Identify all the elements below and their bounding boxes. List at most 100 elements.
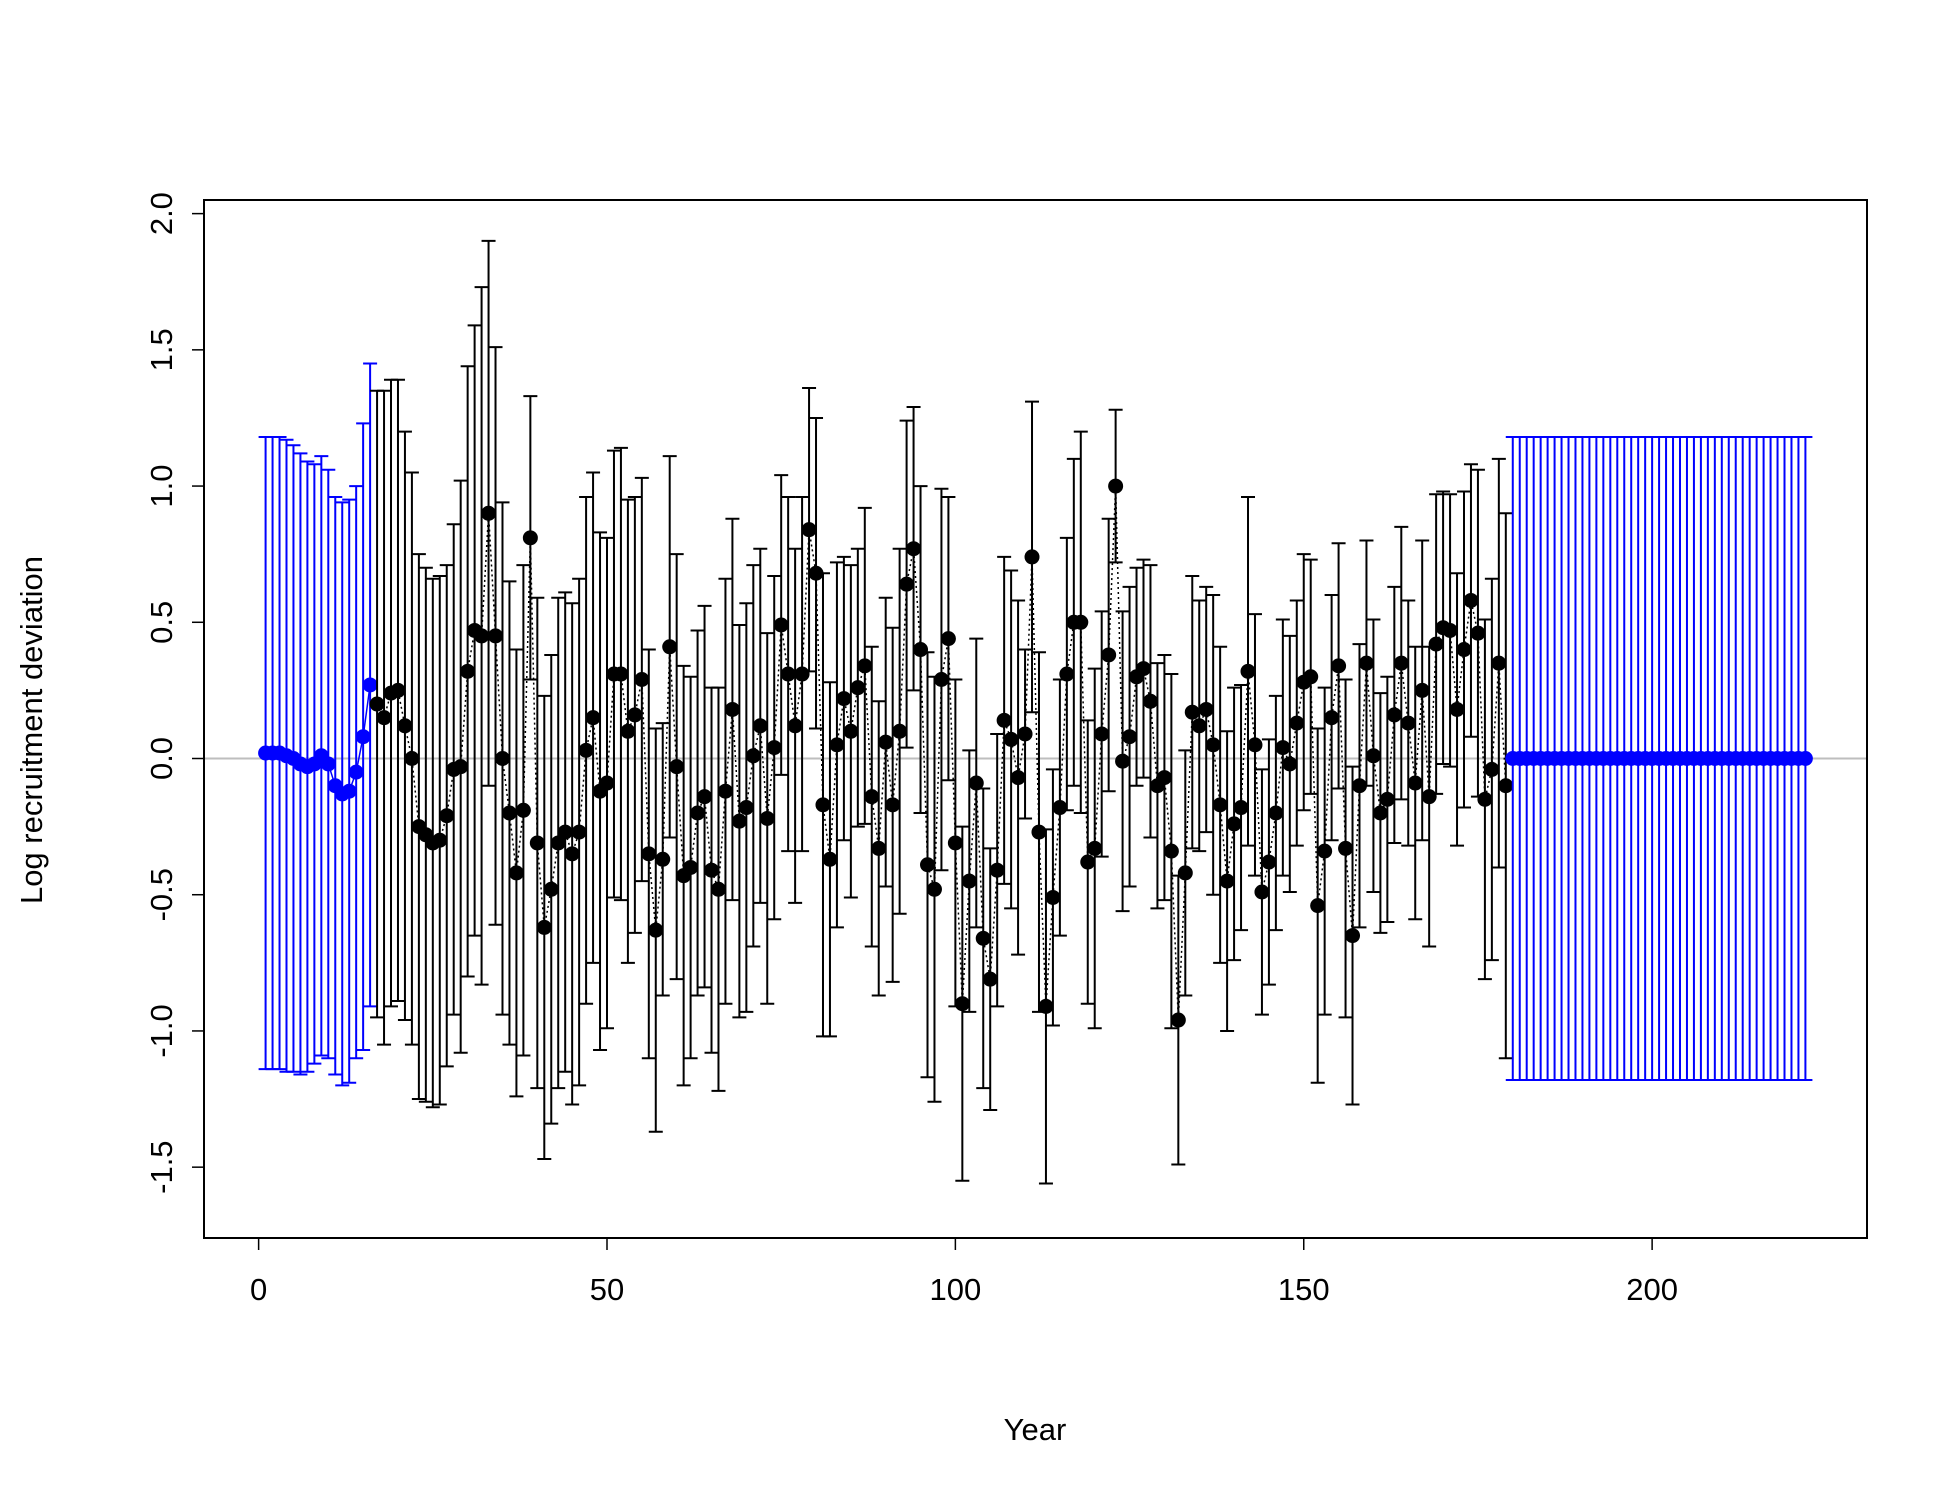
plot-frame — [203, 199, 1868, 1239]
point — [1156, 770, 1172, 786]
point — [961, 873, 977, 889]
point — [871, 840, 887, 856]
point — [1407, 775, 1423, 791]
point — [508, 865, 524, 881]
point — [704, 862, 720, 878]
point — [940, 631, 956, 647]
point — [697, 789, 713, 805]
point — [1351, 778, 1367, 794]
point — [787, 718, 803, 734]
point — [836, 691, 852, 707]
point — [1797, 751, 1813, 767]
point — [954, 996, 970, 1012]
point — [627, 707, 643, 723]
point — [794, 666, 810, 682]
point — [397, 718, 413, 734]
point — [1108, 478, 1124, 494]
point — [933, 671, 949, 687]
point — [1017, 726, 1033, 742]
point — [1142, 693, 1158, 709]
point — [536, 919, 552, 935]
point — [432, 832, 448, 848]
point — [1087, 840, 1103, 856]
point — [1080, 854, 1096, 870]
x-tick-label: 200 — [1626, 1272, 1678, 1307]
point — [1045, 889, 1061, 905]
point — [1484, 761, 1500, 777]
point — [550, 835, 566, 851]
point — [1442, 622, 1458, 638]
point — [773, 617, 789, 633]
y-tick-label: 0.5 — [144, 601, 179, 644]
y-axis-label: Log recruitment deviation — [14, 556, 49, 904]
point — [1379, 791, 1395, 807]
point — [655, 851, 671, 867]
point — [355, 729, 371, 745]
point — [1331, 658, 1347, 674]
x-tick-label: 150 — [1278, 1272, 1330, 1307]
point — [878, 734, 894, 750]
point — [1191, 718, 1207, 734]
point — [1219, 873, 1235, 889]
point — [968, 775, 984, 791]
point — [1324, 710, 1340, 726]
point — [669, 759, 685, 775]
point — [522, 530, 538, 546]
x-tick-label: 100 — [930, 1272, 982, 1307]
point — [801, 522, 817, 538]
point — [1449, 701, 1465, 717]
point — [996, 712, 1012, 728]
point — [1338, 840, 1354, 856]
point — [1310, 898, 1326, 914]
point — [648, 922, 664, 938]
y-tick-label: 1.0 — [144, 465, 179, 508]
point — [557, 824, 573, 840]
point — [822, 851, 838, 867]
point — [899, 576, 915, 592]
point — [585, 710, 601, 726]
point — [1358, 655, 1374, 671]
point — [613, 666, 629, 682]
point — [1456, 642, 1472, 658]
point — [1052, 800, 1068, 816]
point — [453, 759, 469, 775]
point — [710, 881, 726, 897]
x-tick-label: 0 — [250, 1272, 267, 1307]
point — [1275, 740, 1291, 756]
point — [1247, 737, 1263, 753]
point — [1282, 756, 1298, 772]
point — [683, 859, 699, 875]
point — [1317, 843, 1333, 859]
y-tick-label: 1.5 — [144, 328, 179, 371]
point — [1031, 824, 1047, 840]
point — [1170, 1012, 1186, 1028]
point — [1289, 715, 1305, 731]
point — [564, 846, 580, 862]
point — [578, 742, 594, 758]
point — [571, 824, 587, 840]
point — [1261, 854, 1277, 870]
point — [488, 628, 504, 644]
point — [745, 748, 761, 764]
point — [1198, 701, 1214, 717]
point — [1135, 661, 1151, 677]
point — [460, 663, 476, 679]
y-tick-label: -1.5 — [144, 1140, 179, 1193]
point — [857, 658, 873, 674]
point — [390, 682, 406, 698]
point — [494, 751, 510, 767]
point — [1414, 682, 1430, 698]
point — [1101, 647, 1117, 663]
point — [1268, 805, 1284, 821]
point — [759, 810, 775, 826]
point — [947, 835, 963, 851]
point — [780, 666, 796, 682]
point — [892, 723, 908, 739]
point — [1386, 707, 1402, 723]
point — [1233, 800, 1249, 816]
point — [481, 505, 497, 521]
point — [1115, 753, 1131, 769]
point — [885, 797, 901, 813]
point — [320, 756, 336, 772]
point — [1122, 729, 1138, 745]
